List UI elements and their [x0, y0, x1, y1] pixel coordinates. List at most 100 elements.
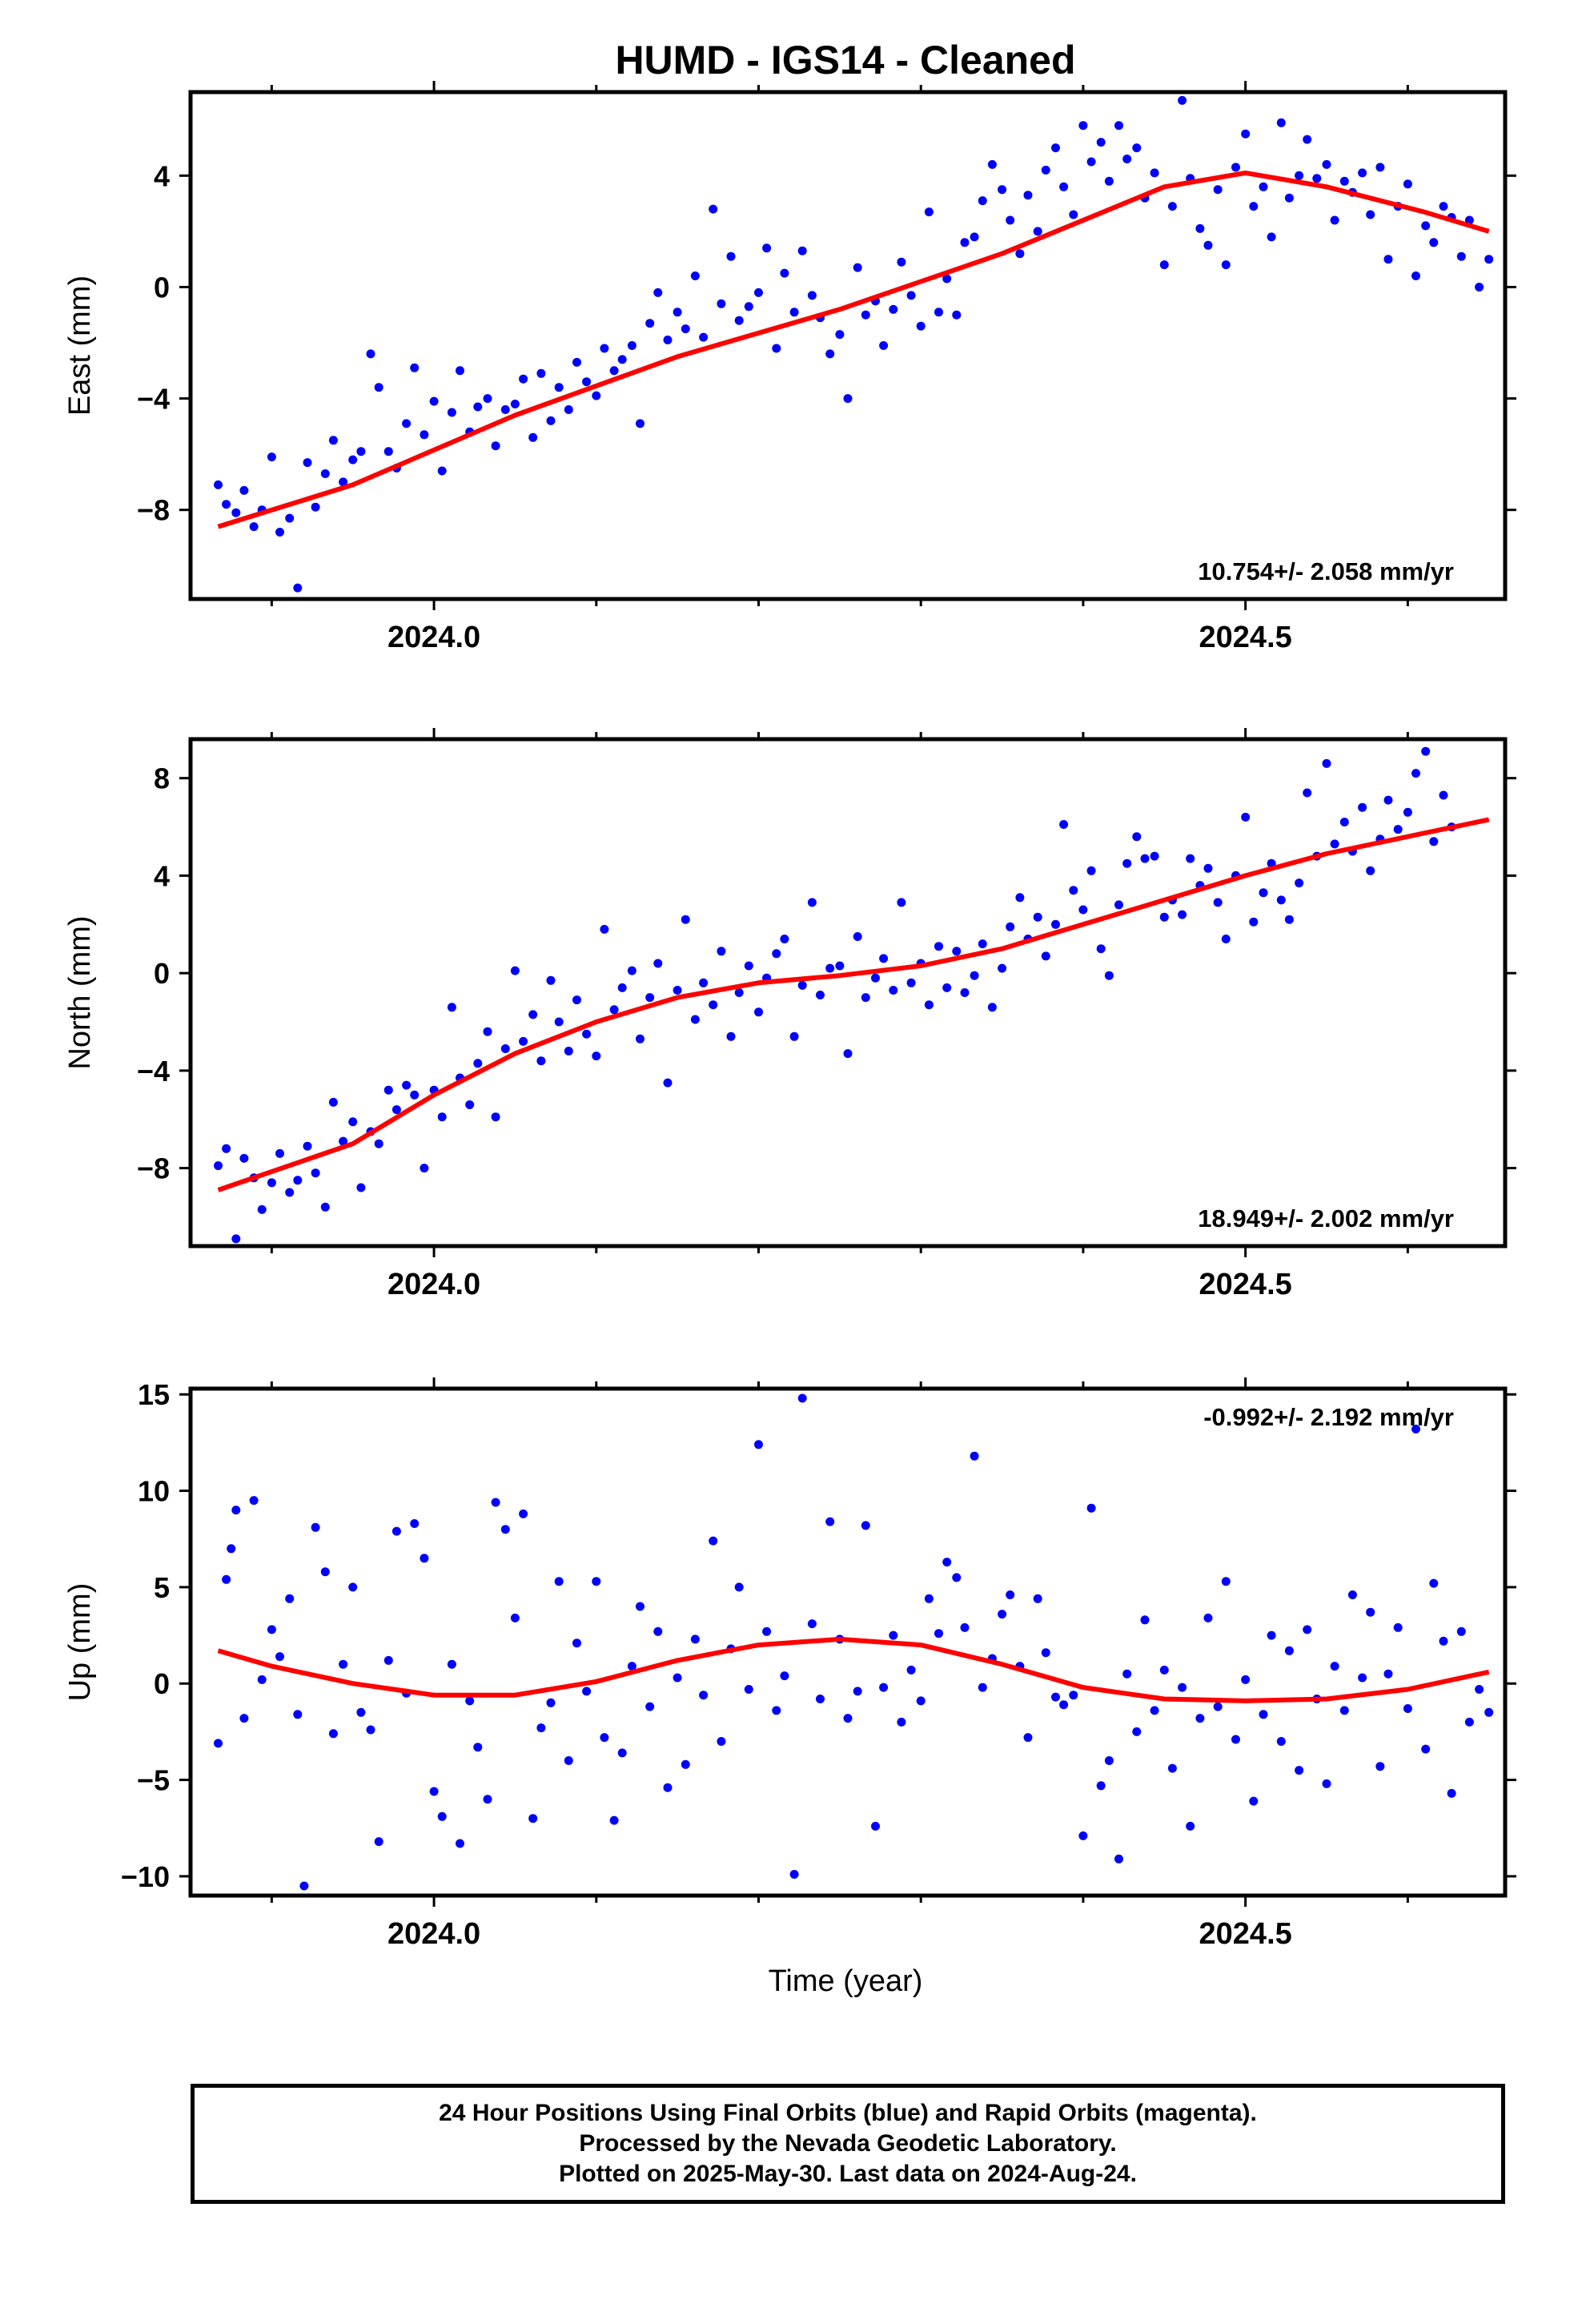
- up-point-47: [627, 1662, 636, 1671]
- north-point-14: [339, 1136, 348, 1146]
- north-plot-frame: [188, 737, 1508, 1248]
- north-point-71: [853, 932, 862, 941]
- north-point-22: [410, 1090, 420, 1100]
- north-point-36: [536, 1056, 546, 1066]
- east-point-53: [690, 271, 700, 280]
- east-point-12: [320, 469, 330, 478]
- up-point-119: [1276, 1737, 1286, 1746]
- east-point-85: [978, 196, 987, 206]
- footer-box: 24 Hour Positions Using Final Orbits (bl…: [191, 2084, 1505, 2204]
- east-point-25: [437, 466, 447, 476]
- north-point-123: [1322, 758, 1331, 768]
- up-point-12: [311, 1522, 320, 1532]
- up-point-109: [1186, 1821, 1195, 1831]
- north-point-133: [1411, 769, 1420, 778]
- north-point-101: [1122, 858, 1132, 868]
- north-point-92: [1041, 951, 1050, 961]
- east-point-80: [934, 308, 943, 317]
- east-point-51: [673, 308, 682, 317]
- north-point-94: [1059, 820, 1069, 829]
- north-point-43: [600, 924, 609, 934]
- north-point-33: [510, 966, 520, 975]
- up-point-66: [797, 1393, 807, 1403]
- up-point-71: [843, 1714, 853, 1723]
- east-point-52: [681, 324, 690, 334]
- east-point-78: [916, 321, 926, 331]
- north-point-131: [1393, 825, 1403, 834]
- up-point-135: [1421, 1744, 1431, 1754]
- up-point-122: [1303, 1625, 1312, 1634]
- north-point-87: [998, 963, 1007, 973]
- north-point-16: [356, 1183, 366, 1192]
- up-point-99: [1096, 1781, 1106, 1791]
- north-point-51: [673, 986, 682, 995]
- north-point-20: [391, 1105, 401, 1115]
- up-point-65: [789, 1870, 799, 1879]
- east-point-27: [456, 366, 464, 376]
- east-point-19: [383, 447, 393, 456]
- east-point-38: [554, 383, 564, 392]
- up-point-56: [709, 1536, 718, 1546]
- up-point-136: [1429, 1578, 1439, 1588]
- north-point-32: [500, 1044, 510, 1053]
- up-point-92: [1033, 1594, 1042, 1603]
- east-point-133: [1411, 271, 1420, 280]
- up-ytick-label-2: 0: [154, 1667, 170, 1700]
- up-point-114: [1231, 1735, 1240, 1744]
- north-point-83: [960, 988, 970, 997]
- east-point-7: [275, 528, 284, 537]
- east-rate-label: 10.754+/- 2.058 mm/yr: [1198, 557, 1454, 585]
- north-point-136: [1439, 790, 1448, 800]
- up-point-106: [1159, 1665, 1169, 1675]
- up-point-40: [564, 1756, 573, 1765]
- north-point-98: [1096, 944, 1106, 954]
- up-point-10: [293, 1710, 303, 1719]
- up-point-32: [491, 1498, 500, 1507]
- north-point-85: [978, 939, 987, 949]
- north-point-13: [328, 1097, 338, 1107]
- east-point-30: [483, 394, 492, 404]
- east-point-65: [797, 246, 807, 255]
- north-point-39: [564, 1047, 573, 1055]
- up-point-137: [1439, 1636, 1448, 1646]
- north-point-73: [871, 973, 880, 983]
- north-point-42: [592, 1051, 601, 1061]
- east-point-89: [1015, 249, 1025, 259]
- east-xtick-label-0: 2024.0: [387, 621, 480, 654]
- east-point-117: [1267, 232, 1276, 242]
- up-point-91: [1023, 1733, 1033, 1743]
- north-point-52: [681, 915, 690, 924]
- north-point-82: [952, 947, 962, 956]
- east-point-96: [1078, 121, 1088, 131]
- north-point-65: [797, 980, 807, 990]
- north-point-121: [1303, 788, 1312, 798]
- north-point-72: [861, 993, 870, 1003]
- east-point-72: [861, 310, 870, 320]
- east-point-105: [1159, 260, 1169, 270]
- up-point-48: [636, 1602, 644, 1611]
- up-point-23: [410, 1519, 420, 1528]
- north-point-18: [374, 1139, 383, 1148]
- up-point-15: [339, 1659, 348, 1669]
- north-point-48: [645, 993, 655, 1003]
- north-point-31: [491, 1112, 500, 1122]
- up-point-42: [582, 1687, 592, 1696]
- north-point-130: [1383, 795, 1393, 805]
- up-point-72: [853, 1687, 862, 1696]
- north-point-75: [889, 986, 898, 995]
- east-point-90: [1023, 191, 1033, 200]
- up-point-93: [1041, 1648, 1050, 1658]
- up-point-107: [1167, 1763, 1177, 1773]
- north-point-80: [934, 942, 943, 951]
- footer-line-processor: Processed by the Nevada Geodetic Laborat…: [579, 2130, 1117, 2157]
- up-point-17: [356, 1707, 366, 1717]
- up-point-116: [1249, 1796, 1259, 1806]
- up-point-35: [519, 1509, 528, 1518]
- east-point-55: [709, 204, 718, 214]
- east-point-21: [402, 419, 412, 428]
- up-point-142: [1484, 1707, 1494, 1717]
- up-point-64: [780, 1671, 789, 1681]
- north-point-58: [734, 988, 744, 997]
- east-point-24: [429, 396, 439, 406]
